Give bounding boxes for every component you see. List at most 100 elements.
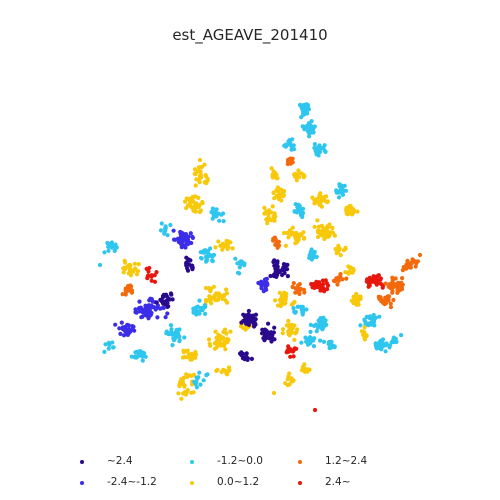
map-point — [310, 195, 315, 200]
map-point — [373, 315, 378, 320]
map-point — [272, 325, 277, 330]
map-point — [299, 115, 304, 120]
map-point — [213, 245, 218, 250]
map-point — [303, 105, 308, 110]
map-point — [149, 278, 154, 283]
map-point — [274, 172, 279, 178]
map-point — [182, 335, 187, 340]
map-point — [245, 356, 250, 361]
map-point — [318, 191, 323, 196]
map-point — [189, 240, 194, 246]
map-point — [136, 262, 141, 267]
map-point — [289, 379, 294, 384]
map-point — [352, 208, 357, 213]
map-point — [280, 327, 286, 332]
map-point — [185, 241, 190, 246]
map-point — [261, 289, 266, 294]
map-point — [191, 194, 197, 199]
map-point — [399, 333, 404, 338]
map-point — [161, 305, 166, 311]
map-point — [214, 207, 219, 212]
map-point — [193, 352, 199, 357]
map-point — [380, 285, 385, 290]
map-point — [308, 126, 313, 131]
map-point — [154, 270, 159, 275]
map-point — [125, 322, 130, 327]
map-point — [343, 270, 348, 275]
map-point — [177, 338, 182, 343]
map-point — [362, 337, 367, 342]
map-point — [120, 292, 125, 297]
map-point — [378, 281, 383, 286]
map-point — [346, 271, 351, 276]
map-point — [123, 260, 128, 265]
map-point — [106, 340, 111, 345]
map-point — [391, 297, 396, 303]
map-point — [279, 187, 284, 192]
map-point — [314, 254, 319, 259]
map-point — [330, 230, 336, 235]
map-point — [123, 286, 128, 291]
map-point — [378, 344, 383, 349]
map-point — [211, 284, 216, 289]
map-point — [285, 274, 290, 279]
map-point — [371, 318, 377, 324]
map-point — [271, 259, 276, 265]
map-point — [338, 253, 343, 258]
map-point — [289, 147, 294, 152]
map-point — [405, 259, 410, 264]
map-point — [140, 314, 145, 319]
map-point — [340, 192, 346, 197]
map-point — [367, 275, 372, 280]
map-point — [225, 338, 230, 343]
map-point — [286, 318, 291, 323]
map-point — [298, 213, 304, 218]
map-point — [335, 277, 340, 282]
map-point — [133, 350, 138, 355]
map-point — [320, 278, 325, 283]
legend-label-3: -1.2~0.0 — [217, 455, 263, 467]
map-point — [379, 299, 384, 304]
map-point — [301, 108, 306, 113]
map-point — [312, 124, 317, 129]
map-point — [364, 334, 369, 339]
map-point — [249, 356, 254, 361]
map-point — [275, 244, 280, 249]
map-point — [195, 310, 200, 315]
map-point — [293, 286, 298, 291]
map-point — [218, 243, 223, 248]
map-point — [270, 336, 275, 341]
map-point — [309, 119, 314, 124]
map-point — [134, 310, 139, 315]
map-point — [377, 339, 383, 344]
map-point — [269, 210, 274, 215]
map-point — [198, 382, 203, 387]
map-point — [193, 183, 198, 188]
map-point — [285, 142, 290, 147]
map-point — [309, 130, 314, 135]
map-point — [271, 390, 277, 396]
map-point — [321, 228, 326, 233]
map-point — [281, 230, 287, 236]
map-point — [188, 258, 193, 263]
map-point — [179, 396, 184, 401]
map-point — [323, 322, 328, 327]
map-point — [127, 266, 132, 271]
map-point — [295, 327, 300, 332]
map-point — [197, 178, 202, 183]
map-point — [147, 306, 153, 311]
map-point — [358, 323, 363, 328]
map-point — [210, 259, 215, 264]
map-point — [183, 199, 188, 204]
map-point — [312, 224, 317, 229]
map-point — [291, 354, 296, 359]
map-point — [184, 206, 189, 211]
map-point — [176, 391, 181, 396]
map-point — [190, 234, 195, 239]
map-point — [150, 299, 155, 304]
map-point — [409, 260, 414, 265]
map-point — [235, 261, 240, 266]
map-point — [274, 240, 279, 245]
map-point — [338, 188, 343, 194]
map-point — [185, 374, 190, 380]
